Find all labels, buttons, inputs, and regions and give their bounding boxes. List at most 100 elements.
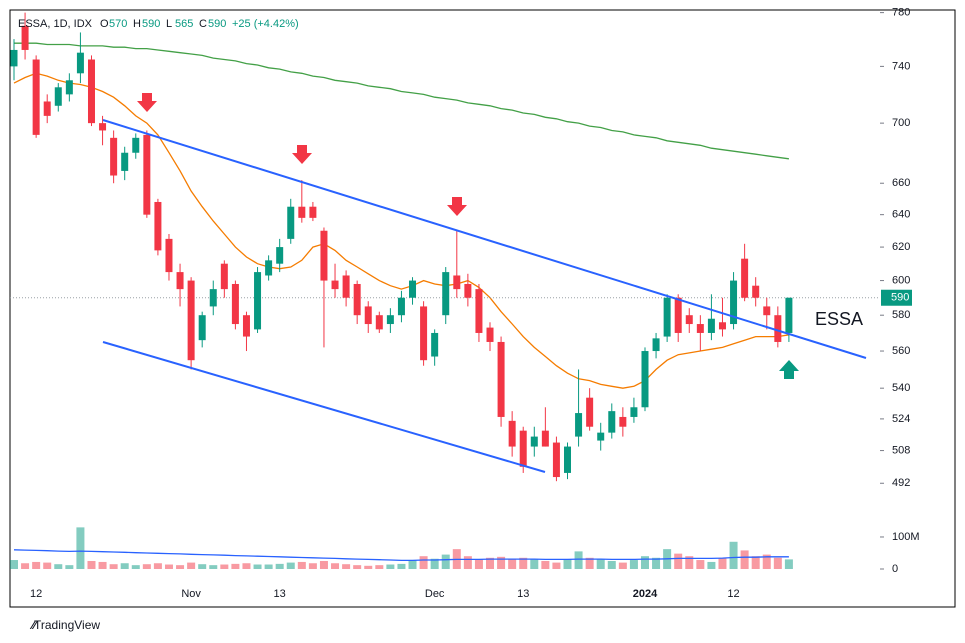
candle-body bbox=[198, 315, 206, 341]
candle-body bbox=[320, 230, 328, 281]
candle-body bbox=[121, 152, 129, 171]
volume-bar bbox=[21, 563, 30, 569]
chart-frame bbox=[9, 9, 956, 608]
candle-body bbox=[541, 430, 549, 447]
candle-body bbox=[331, 280, 339, 290]
volume-bar bbox=[54, 564, 63, 569]
x-tick-label: Dec bbox=[425, 588, 445, 600]
y-tick-label: 780 bbox=[892, 7, 910, 19]
legend-change: +25 (+4.42%) bbox=[232, 18, 299, 30]
volume-bar bbox=[718, 557, 727, 569]
volume-ma-line bbox=[13, 549, 789, 562]
candle-body bbox=[508, 420, 516, 447]
moving-average-line bbox=[13, 72, 790, 389]
plot: 492 508 524 540 560 580 600 620 640 660 700 740 780 0… bbox=[10, 7, 920, 600]
last-price-label: 590 bbox=[891, 292, 909, 304]
volume-bar bbox=[198, 564, 207, 569]
legend-letter: L bbox=[166, 18, 172, 30]
volume-bar bbox=[784, 559, 793, 569]
candle-body bbox=[242, 315, 250, 337]
volume-bar bbox=[87, 560, 96, 569]
volume-bar bbox=[319, 560, 328, 569]
candle-body bbox=[99, 123, 107, 131]
candle-body bbox=[176, 272, 184, 290]
ohlc-legend: O 570 H 590 L 565 C 590 +25 (+4.42%) bbox=[100, 18, 299, 30]
candle-body bbox=[641, 351, 649, 408]
volume-bar bbox=[674, 553, 683, 569]
volume-bar bbox=[142, 564, 151, 569]
candle-body bbox=[386, 315, 394, 325]
legend-letter: H bbox=[133, 18, 141, 30]
y-tick-label: 580 bbox=[892, 309, 910, 321]
volume-bar bbox=[618, 562, 627, 569]
volume-bar bbox=[43, 562, 52, 569]
trend-line bbox=[102, 119, 867, 359]
candle-body bbox=[575, 413, 583, 437]
candle-body bbox=[409, 280, 417, 298]
y-tick-label: 660 bbox=[892, 177, 910, 189]
volume-bar bbox=[441, 554, 450, 569]
candle-body bbox=[674, 297, 682, 333]
candle-body bbox=[265, 260, 273, 276]
candle-body bbox=[718, 322, 726, 330]
legend-value: 590 bbox=[142, 18, 160, 30]
candle-body bbox=[132, 137, 140, 153]
volume-bar bbox=[563, 559, 572, 569]
candle-body bbox=[730, 280, 738, 325]
volume-bar bbox=[331, 563, 340, 569]
candle-body bbox=[187, 280, 195, 361]
volume-bar bbox=[10, 560, 18, 569]
candle-body bbox=[586, 397, 594, 427]
candle-body bbox=[431, 332, 439, 357]
volume-bar bbox=[209, 565, 218, 569]
volume-bar bbox=[463, 556, 472, 569]
candle-body bbox=[552, 442, 560, 478]
legend-value: 590 bbox=[208, 18, 226, 30]
volume-bar bbox=[519, 557, 528, 569]
candle-body bbox=[309, 206, 317, 218]
volume-bar bbox=[297, 561, 306, 569]
candle-body bbox=[630, 407, 638, 417]
legend-value: 565 bbox=[175, 18, 193, 30]
symbol-label: ESSA, 1D, IDX bbox=[18, 18, 93, 30]
candle-body bbox=[608, 411, 616, 433]
volume-bar bbox=[552, 562, 561, 569]
candle-body bbox=[752, 285, 760, 298]
up-arrow bbox=[779, 360, 799, 379]
volume-bar bbox=[242, 563, 251, 569]
volume-bar bbox=[685, 556, 694, 569]
candle-body bbox=[707, 318, 715, 333]
candle-body bbox=[420, 306, 428, 361]
volume-bar bbox=[541, 560, 550, 569]
candle-body bbox=[143, 134, 151, 215]
volume-bar bbox=[530, 559, 539, 569]
volume-bar bbox=[707, 561, 716, 569]
volume-bar bbox=[375, 565, 384, 569]
y-tick-label: 492 bbox=[892, 477, 910, 489]
legend-value: 570 bbox=[109, 18, 127, 30]
x-tick-label: 13 bbox=[517, 588, 529, 600]
candle-body bbox=[353, 283, 361, 316]
volume-bar bbox=[275, 563, 284, 569]
candle-body bbox=[154, 201, 162, 251]
volume-bar bbox=[751, 556, 760, 569]
volume-bar bbox=[640, 556, 649, 569]
candle-body bbox=[287, 206, 295, 239]
y-tick-label: 524 bbox=[892, 413, 910, 425]
volume-bar bbox=[176, 565, 185, 569]
volume-bar bbox=[76, 527, 85, 569]
y-tick-label: 540 bbox=[892, 382, 910, 394]
volume-bar bbox=[508, 558, 517, 569]
volume-bar bbox=[109, 564, 118, 569]
candle-body bbox=[785, 297, 793, 333]
volume-bar bbox=[696, 560, 705, 569]
volume-bar bbox=[32, 561, 41, 569]
candle-body bbox=[76, 52, 84, 74]
volume-bar bbox=[773, 557, 782, 569]
volume-bar bbox=[486, 557, 495, 569]
candle-body bbox=[43, 101, 51, 116]
y-tick-label: 560 bbox=[892, 345, 910, 357]
volume-bar bbox=[474, 559, 483, 569]
y-tick-label: 600 bbox=[892, 274, 910, 286]
